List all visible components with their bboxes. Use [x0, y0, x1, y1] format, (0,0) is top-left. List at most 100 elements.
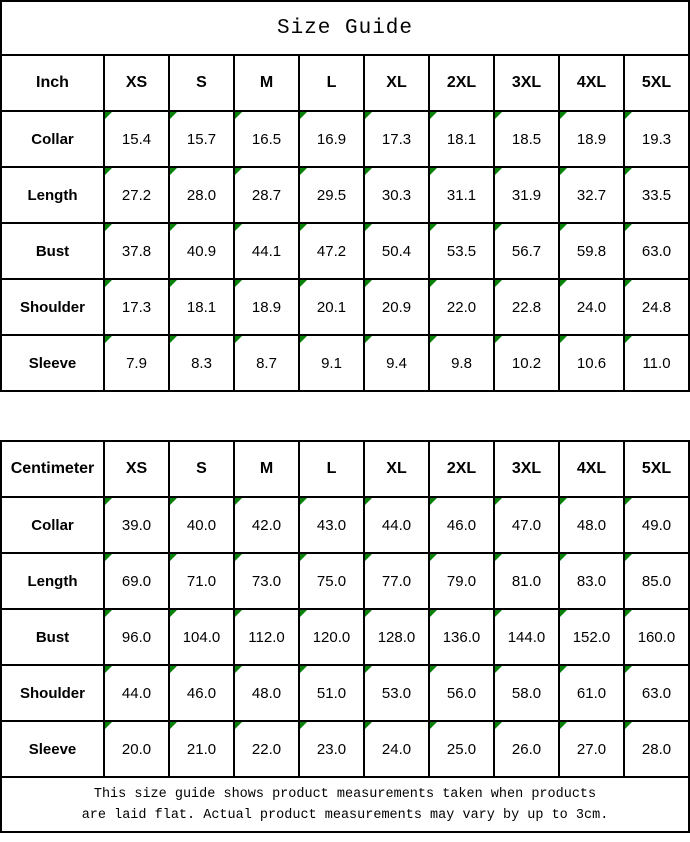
- measurement-value-cell: 16.5: [233, 110, 300, 168]
- measurement-value: 37.8: [121, 242, 152, 260]
- cell-corner-marker-icon: [496, 169, 502, 175]
- cell-corner-marker-icon: [626, 611, 632, 617]
- measurement-value: 26.0: [511, 740, 542, 758]
- measurement-value: 77.0: [381, 572, 412, 590]
- measurement-value: 83.0: [576, 572, 607, 590]
- size-header-cell: XL: [363, 440, 430, 498]
- cell-corner-marker-icon: [496, 667, 502, 673]
- measurement-value-cell: 9.8: [428, 334, 495, 392]
- measurement-value-cell: 23.0: [298, 720, 365, 778]
- measurement-label-cell: Shoulder: [0, 664, 105, 722]
- measurement-value-cell: 61.0: [558, 664, 625, 722]
- measurement-value-cell: 79.0: [428, 552, 495, 610]
- cell-corner-marker-icon: [106, 169, 112, 175]
- measurement-value-cell: 46.0: [168, 664, 235, 722]
- measurement-value: 8.3: [191, 354, 212, 372]
- measurement-value: 85.0: [641, 572, 672, 590]
- measurement-value-cell: 152.0: [558, 608, 625, 666]
- measurement-value-cell: 7.9: [103, 334, 170, 392]
- cell-corner-marker-icon: [626, 337, 632, 343]
- size-header-cell: 5XL: [623, 54, 690, 112]
- measurement-value: 46.0: [186, 684, 217, 702]
- measurement-value-cell: 18.1: [168, 278, 235, 336]
- measurement-value: 69.0: [121, 572, 152, 590]
- cell-corner-marker-icon: [301, 555, 307, 561]
- size-header-cell: M: [233, 54, 300, 112]
- measurement-value: 40.9: [186, 242, 217, 260]
- cell-corner-marker-icon: [366, 337, 372, 343]
- cell-corner-marker-icon: [171, 667, 177, 673]
- size-table-header-row: Inch XS S M L XL 2XL 3XL 4XL 5XL: [0, 54, 690, 112]
- measurement-value-cell: 27.0: [558, 720, 625, 778]
- measurement-value: 19.3: [641, 130, 672, 148]
- measurement-value: 21.0: [186, 740, 217, 758]
- measurement-value-cell: 59.8: [558, 222, 625, 280]
- measurement-label-cell: Collar: [0, 110, 105, 168]
- measurement-value: 9.1: [321, 354, 342, 372]
- measurement-value-cell: 30.3: [363, 166, 430, 224]
- cell-corner-marker-icon: [431, 667, 437, 673]
- measurement-value-cell: 15.7: [168, 110, 235, 168]
- cell-corner-marker-icon: [366, 113, 372, 119]
- measurement-value-cell: 44.0: [103, 664, 170, 722]
- measurement-value-cell: 104.0: [168, 608, 235, 666]
- cell-corner-marker-icon: [301, 113, 307, 119]
- measurement-value: 152.0: [572, 628, 611, 646]
- measurement-label-cell: Length: [0, 552, 105, 610]
- cell-corner-marker-icon: [171, 611, 177, 617]
- measurement-value-cell: 19.3: [623, 110, 690, 168]
- measurement-value: 9.4: [386, 354, 407, 372]
- cell-corner-marker-icon: [366, 225, 372, 231]
- measurement-value-cell: 48.0: [233, 664, 300, 722]
- measurement-value-cell: 8.3: [168, 334, 235, 392]
- measurement-value: 44.1: [251, 242, 282, 260]
- cell-corner-marker-icon: [106, 225, 112, 231]
- measurement-value-cell: 22.8: [493, 278, 560, 336]
- cell-corner-marker-icon: [106, 611, 112, 617]
- measurement-value-cell: 120.0: [298, 608, 365, 666]
- cell-corner-marker-icon: [236, 113, 242, 119]
- measurement-value-cell: 48.0: [558, 496, 625, 554]
- measurement-value-cell: 16.9: [298, 110, 365, 168]
- measurement-value: 112.0: [248, 628, 285, 646]
- measurement-value-cell: 42.0: [233, 496, 300, 554]
- cell-corner-marker-icon: [301, 225, 307, 231]
- measurement-value: 79.0: [446, 572, 477, 590]
- measurement-value-cell: 18.9: [233, 278, 300, 336]
- measurement-value: 49.0: [641, 516, 672, 534]
- measurement-value-cell: 24.0: [363, 720, 430, 778]
- cell-corner-marker-icon: [301, 723, 307, 729]
- cell-corner-marker-icon: [236, 337, 242, 343]
- cell-corner-marker-icon: [626, 113, 632, 119]
- measurement-value: 22.0: [251, 740, 282, 758]
- measurement-value: 18.9: [251, 298, 282, 316]
- measurement-value: 56.7: [511, 242, 542, 260]
- measurement-value: 48.0: [576, 516, 607, 534]
- measurement-value: 15.7: [186, 130, 217, 148]
- measurement-value: 20.9: [381, 298, 412, 316]
- measurement-value-cell: 56.7: [493, 222, 560, 280]
- measurement-row: Sleeve 20.0 21.0 22.0 23.0 24.0 25.0 26.0 27.0 28…: [0, 720, 690, 778]
- cell-corner-marker-icon: [561, 281, 567, 287]
- measurement-value: 17.3: [121, 298, 152, 316]
- cell-corner-marker-icon: [366, 499, 372, 505]
- size-header-cell: L: [298, 54, 365, 112]
- size-header-cell: XL: [363, 54, 430, 112]
- measurement-value-cell: 11.0: [623, 334, 690, 392]
- measurement-label-cell: Sleeve: [0, 334, 105, 392]
- table-gap: [0, 392, 690, 442]
- measurement-value-cell: 83.0: [558, 552, 625, 610]
- footer-note-line-2: are laid flat. Actual product measuremen…: [81, 807, 609, 823]
- cell-corner-marker-icon: [106, 113, 112, 119]
- cell-corner-marker-icon: [301, 611, 307, 617]
- cell-corner-marker-icon: [366, 555, 372, 561]
- measurement-value-cell: 21.0: [168, 720, 235, 778]
- measurement-value-cell: 71.0: [168, 552, 235, 610]
- measurement-value: 22.8: [511, 298, 542, 316]
- measurement-value-cell: 75.0: [298, 552, 365, 610]
- measurement-value: 24.0: [576, 298, 607, 316]
- size-table-centimeter: Centimeter XS S M L XL 2XL 3XL 4XL 5XL Collar 39.0 4…: [0, 440, 690, 778]
- cell-corner-marker-icon: [496, 555, 502, 561]
- size-header-cell: 3XL: [493, 440, 560, 498]
